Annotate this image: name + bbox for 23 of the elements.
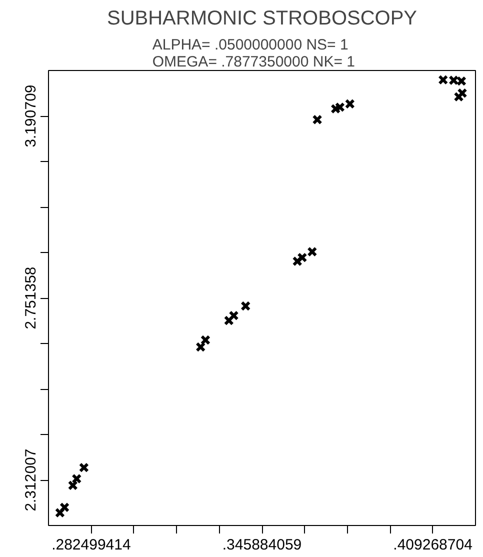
point (457, 88, 468, 98)
chart-subtitle: ALPHA= .0500000000 NS= 1 OMEGA= .7877350000 NK= 1 (152, 36, 355, 70)
x-tick-label: .282499414 (52, 536, 131, 554)
point (330, 104, 341, 114)
point (200, 334, 210, 346)
point (78, 462, 89, 473)
chart-title: SUBHARMONIC STROBOSCOPY (106, 8, 418, 30)
x-tick-label: .345884059 (222, 536, 302, 554)
point (454, 92, 464, 102)
point (196, 342, 206, 352)
point (312, 114, 322, 125)
y-tick-label: 2.751358 (22, 266, 40, 330)
point (240, 300, 251, 312)
y-tick-label: 3.190709 (22, 84, 40, 148)
point (68, 480, 78, 490)
point (59, 502, 70, 512)
point (307, 246, 318, 257)
point (54, 508, 65, 518)
point (228, 310, 239, 321)
point (72, 474, 82, 484)
y-tick-label: 2.312007 (22, 448, 40, 512)
x-tick-label: .409268704 (393, 536, 472, 554)
point (224, 315, 234, 326)
